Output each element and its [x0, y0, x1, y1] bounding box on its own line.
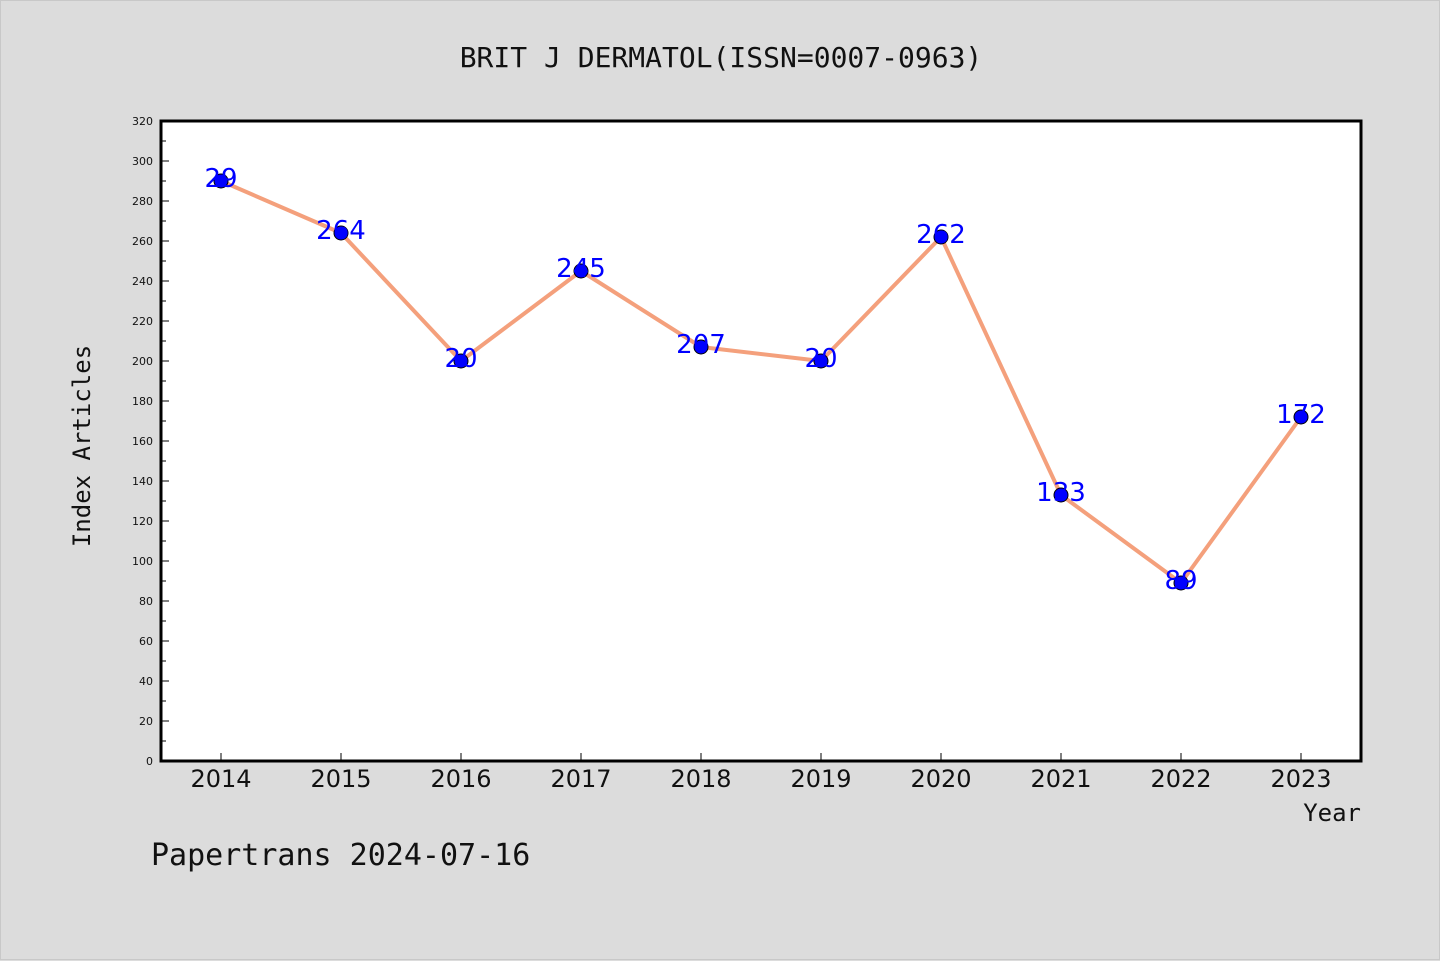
chart-title: BRIT J DERMATOL(ISSN=0007-0963)	[460, 41, 983, 74]
y-axis: 0 20 40 60 80 100 120 140 160 180 200 220 240 260 280 3…	[132, 115, 169, 768]
y-tick-label: 100	[132, 555, 153, 568]
data-label: 133	[1036, 478, 1086, 508]
data-label: 262	[916, 220, 966, 250]
data-labels-group: 29 264 20 245 207 20 262 133 89 172	[204, 164, 1325, 596]
data-point	[1293, 409, 1309, 425]
data-point	[813, 353, 829, 369]
x-tick-label: 2023	[1270, 765, 1331, 793]
y-tick-label: 0	[146, 755, 153, 768]
data-point	[933, 229, 949, 245]
y-tick-label: 200	[132, 355, 153, 368]
y-tick-label: 280	[132, 195, 153, 208]
y-tick-label: 20	[139, 715, 153, 728]
plot-area	[159, 119, 1363, 763]
data-point	[573, 263, 589, 279]
y-tick-label: 80	[139, 595, 153, 608]
data-label: 245	[556, 254, 606, 284]
series-line	[220, 179, 1303, 585]
x-tick-label: 2017	[550, 765, 611, 793]
y-tick-label: 320	[132, 115, 153, 128]
y-tick-label: 140	[132, 475, 153, 488]
x-tick-label: 2018	[670, 765, 731, 793]
y-tick-label: 120	[132, 515, 153, 528]
data-label: 172	[1276, 400, 1326, 430]
y-tick-label: 60	[139, 635, 153, 648]
x-tick-label: 2016	[430, 765, 491, 793]
data-label: 20	[804, 344, 837, 374]
data-label: 20	[444, 344, 477, 374]
y-tick-label: 240	[132, 275, 153, 288]
x-axis: 2014 2015 2016 2017 2018 2019 2020 2021 2022 2023	[190, 753, 1332, 793]
data-label: 29	[204, 164, 237, 194]
data-point	[1053, 487, 1069, 503]
x-tick-label: 2019	[790, 765, 851, 793]
x-axis-label: Year	[1303, 799, 1361, 827]
y-axis-label: Index Articles	[68, 345, 96, 547]
data-point	[333, 225, 349, 241]
y-tick-label: 40	[139, 675, 153, 688]
y-tick-label: 300	[132, 155, 153, 168]
series-points-group	[213, 173, 1309, 591]
data-label: 207	[676, 330, 726, 360]
data-label: 264	[316, 216, 366, 246]
data-label: 89	[1164, 566, 1197, 596]
data-point	[213, 173, 229, 189]
footer-text: Papertrans 2024-07-16	[151, 838, 530, 873]
y-tick-label: 180	[132, 395, 153, 408]
x-tick-label: 2020	[910, 765, 971, 793]
y-tick-label: 220	[132, 315, 153, 328]
y-tick-label: 160	[132, 435, 153, 448]
y-tick-label: 260	[132, 235, 153, 248]
data-point	[453, 353, 469, 369]
x-tick-label: 2014	[190, 765, 251, 793]
data-point	[1173, 575, 1189, 591]
x-tick-label: 2015	[310, 765, 371, 793]
data-point	[693, 339, 709, 355]
series-line-group	[220, 179, 1303, 585]
x-tick-label: 2021	[1030, 765, 1091, 793]
x-tick-label: 2022	[1150, 765, 1211, 793]
